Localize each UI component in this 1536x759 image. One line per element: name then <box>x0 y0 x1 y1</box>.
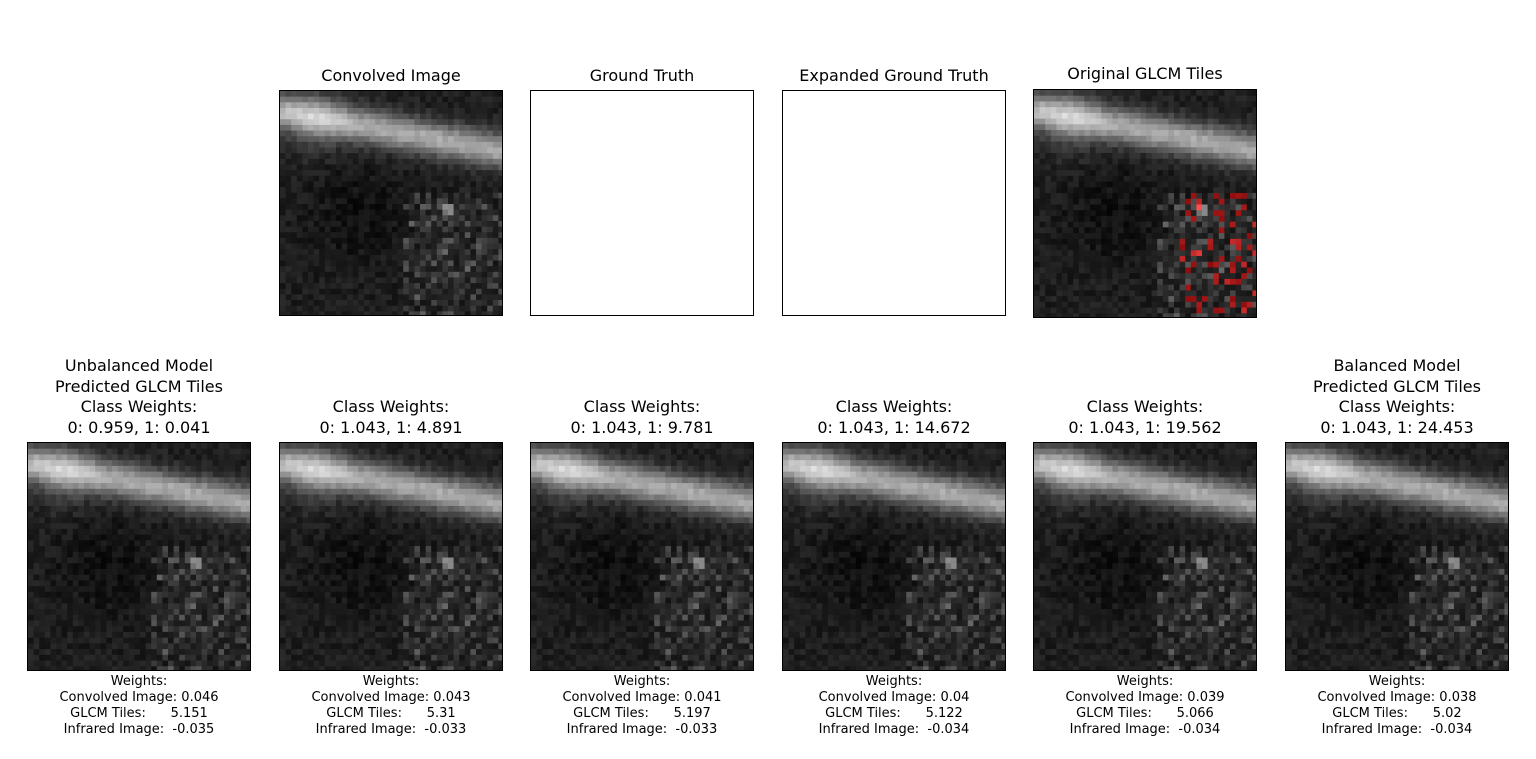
convolved-image <box>279 90 503 316</box>
panel-title-weight-5: Class Weights: 0: 1.043, 1: 19.562 <box>1068 397 1222 437</box>
expanded-ground-truth-title: Expanded Ground Truth <box>799 66 989 85</box>
convolved-image-title: Convolved Image <box>321 66 461 85</box>
weights-caption-weight-2: Weights: Convolved Image: 0.043 GLCM Til… <box>311 674 471 737</box>
weights-caption-weight-3: Weights: Convolved Image: 0.041 GLCM Til… <box>562 674 722 737</box>
panel-title-weight-3: Class Weights: 0: 1.043, 1: 9.781 <box>570 397 714 437</box>
expanded-ground-truth-image <box>782 90 1006 316</box>
predicted-glcm-image-unbalanced <box>27 442 251 671</box>
ground-truth-title: Ground Truth <box>589 66 695 85</box>
weights-caption-weight-5: Weights: Convolved Image: 0.039 GLCM Til… <box>1065 674 1225 737</box>
predicted-glcm-image-weight-2 <box>279 442 503 671</box>
predicted-glcm-image-balanced <box>1285 442 1509 671</box>
panel-title-unbalanced: Unbalanced Model Predicted GLCM Tiles Cl… <box>55 356 223 437</box>
weights-caption-weight-4: Weights: Convolved Image: 0.04 GLCM Tile… <box>818 674 970 737</box>
weights-caption-unbalanced: Weights: Convolved Image: 0.046 GLCM Til… <box>59 674 219 737</box>
panel-title-weight-4: Class Weights: 0: 1.043, 1: 14.672 <box>817 397 971 437</box>
original-glcm-tiles-image <box>1033 89 1257 318</box>
original-glcm-tiles-title: Original GLCM Tiles <box>1067 64 1223 83</box>
predicted-glcm-image-weight-5 <box>1033 442 1257 671</box>
predicted-glcm-image-weight-4 <box>782 442 1006 671</box>
predicted-glcm-image-weight-3 <box>530 442 754 671</box>
ground-truth-image <box>530 90 754 316</box>
panel-title-weight-2: Class Weights: 0: 1.043, 1: 4.891 <box>319 397 463 437</box>
weights-caption-balanced: Weights: Convolved Image: 0.038 GLCM Til… <box>1317 674 1477 737</box>
panel-title-balanced: Balanced Model Predicted GLCM Tiles Clas… <box>1313 356 1481 437</box>
